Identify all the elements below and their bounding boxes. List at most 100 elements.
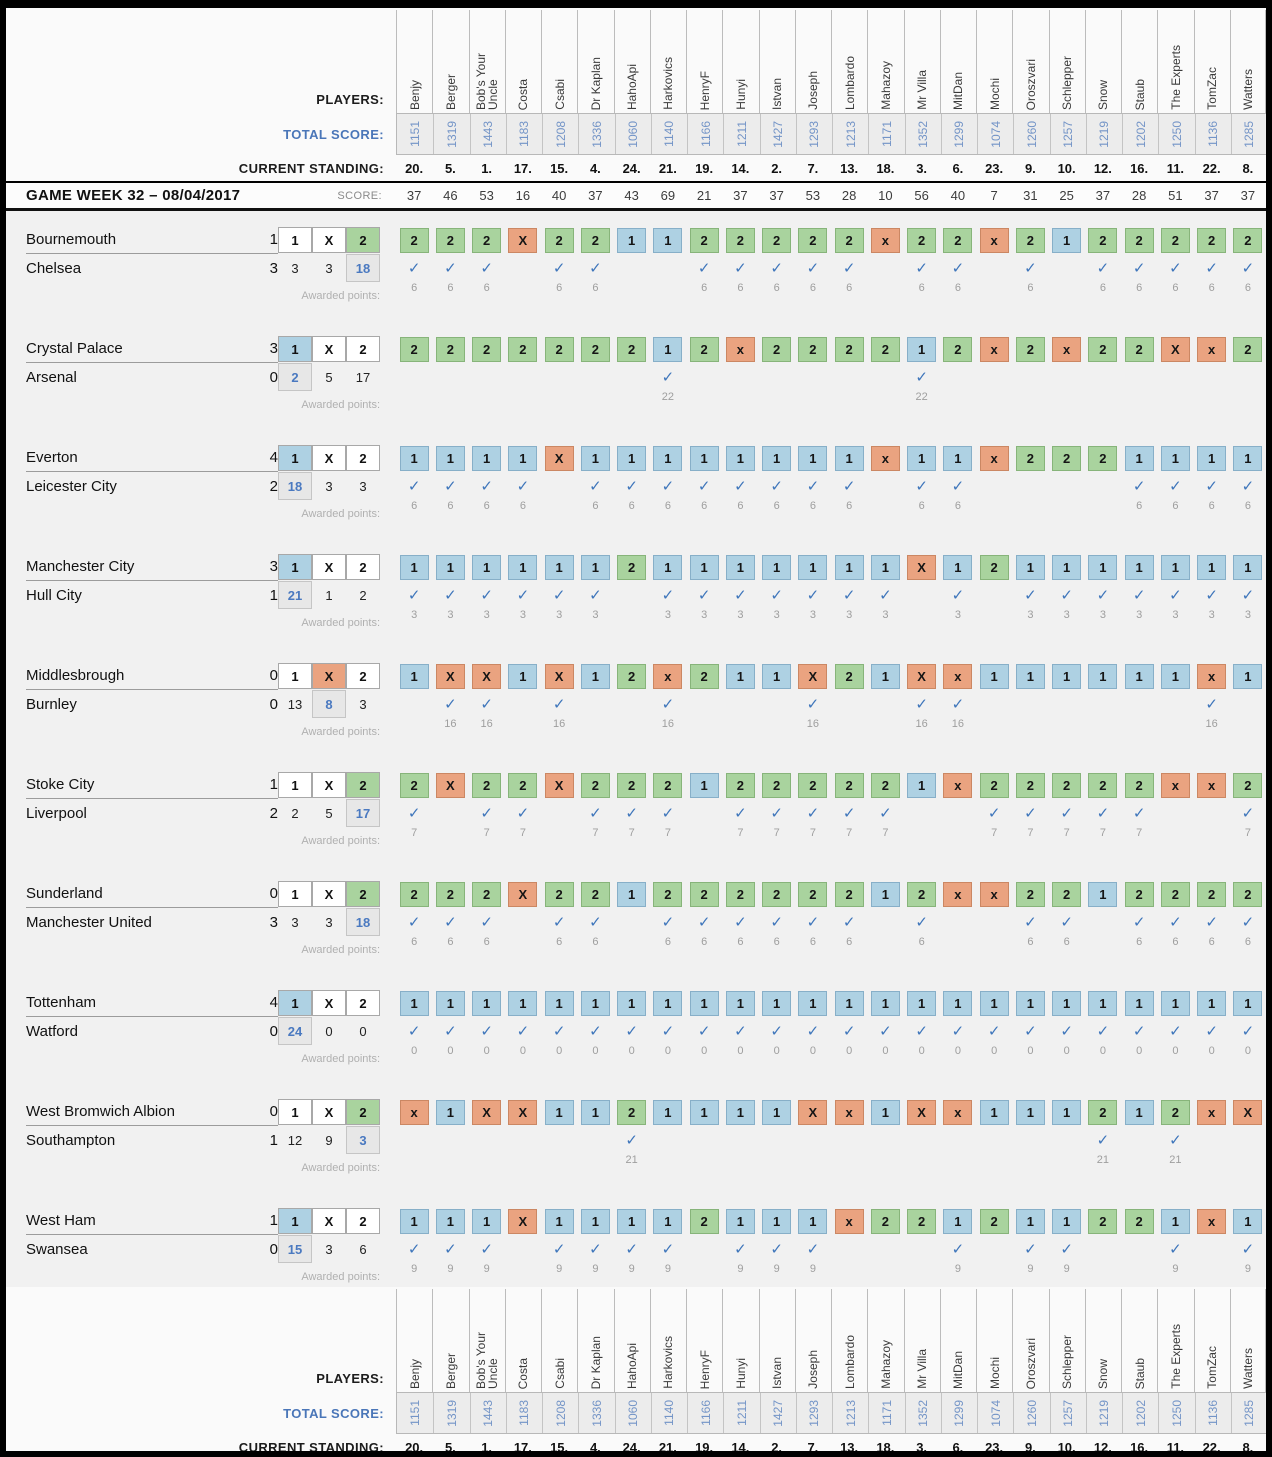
check-icon: ✓	[1096, 260, 1110, 277]
pick-cell: 2	[834, 881, 864, 907]
pick-column: 2	[1194, 881, 1230, 907]
outcome-header-cell: 1	[278, 445, 312, 471]
pick-column: 1	[432, 990, 468, 1016]
check-icon: ✓	[661, 1023, 675, 1040]
player-total-column: 1293	[795, 1393, 832, 1433]
pick-column: 2	[976, 772, 1012, 798]
pick-column: 2	[795, 772, 831, 798]
check-column: ✓	[650, 1240, 686, 1258]
check-icon: ✓	[552, 696, 566, 713]
pick-column: 1	[1085, 990, 1121, 1016]
check-icon: ✓	[516, 478, 530, 495]
check-icon: ✓	[770, 805, 783, 822]
pick-cell: X	[1160, 336, 1190, 362]
awarded-points-value: 9	[809, 1263, 816, 1275]
outcome-count: 18	[346, 254, 380, 282]
pick-column: 1	[1012, 1099, 1048, 1125]
players-row: PLAYERS: Benjy Berger Bob's Your Uncle Costa…	[6, 8, 1266, 113]
total-score-label-cell: TOTAL SCORE:	[6, 113, 396, 155]
outcome-header-cell: 1	[278, 772, 312, 798]
points-column: 3	[722, 609, 758, 621]
player-standing-column: 3.	[904, 155, 940, 181]
check-column: ✓	[469, 259, 505, 277]
check-icon: ✓	[661, 587, 675, 604]
check-icon: ✓	[806, 587, 820, 604]
pick-column: 2	[722, 772, 758, 798]
pick-column: 2	[686, 336, 722, 362]
pick-column: 1	[469, 445, 505, 471]
check-column: ✓	[831, 477, 867, 495]
check-column: ✓	[541, 259, 577, 277]
pick-cell: 2	[617, 336, 647, 362]
player-week-score: 40	[551, 188, 567, 203]
awarded-points-value: 6	[846, 936, 853, 948]
player-total-column: 1202	[1122, 1393, 1158, 1433]
player-name-column: The Experts	[1157, 10, 1193, 113]
home-team-name: Manchester City	[26, 558, 135, 575]
pick-cell: 1	[1052, 554, 1082, 580]
away-team-score: 0	[269, 695, 278, 713]
points-column: 3	[1194, 609, 1230, 621]
check-icon: ✓	[1060, 914, 1073, 931]
match-block: Sunderland 0 1 X 2 2 2 2 X 2 2 1 2 2 2 2 2 2 1 2 x x 2 2 1 2 2 2 2 Ma…	[6, 865, 1266, 974]
points-column: 6	[940, 500, 976, 512]
pick-cell: x	[943, 663, 973, 689]
match-row-points: Awarded points: 6 6 6 6 6 6 6 6 6 6 6 6 6 6 6 6 6 6	[6, 282, 1266, 306]
player-week-score-column: 40	[940, 188, 976, 203]
home-team: Everton 4	[6, 444, 278, 472]
awarded-points-value: 6	[411, 500, 418, 512]
awarded-points-value: 6	[846, 500, 853, 512]
pick-cell: 1	[1160, 1208, 1190, 1234]
player-standing-column: 20.	[396, 155, 432, 181]
points-column: 6	[831, 500, 867, 512]
check-icon: ✓	[842, 805, 856, 822]
player-standing: 23.	[985, 1439, 1004, 1455]
awarded-points-value: 6	[737, 282, 744, 294]
points-column: 6	[795, 282, 831, 294]
player-standing: 11.	[1166, 160, 1185, 176]
check-icon: ✓	[1241, 1023, 1255, 1040]
awarded-points-value: 9	[592, 1263, 599, 1275]
awarded-points-value: 16	[553, 718, 566, 730]
pick-cell: x	[653, 663, 683, 689]
check-icon: ✓	[915, 260, 928, 277]
awarded-points-value: 16	[1205, 718, 1218, 730]
check-icon: ✓	[1024, 260, 1037, 277]
pick-cell: 1	[653, 1099, 683, 1125]
check-icon: ✓	[407, 260, 421, 277]
player-standing: 12.	[1093, 1439, 1112, 1455]
pick-column: x	[831, 1099, 867, 1125]
check-icon: ✓	[480, 1241, 493, 1258]
pick-column: 1	[577, 554, 613, 580]
pick-cell: x	[1197, 336, 1227, 362]
points-column: 7	[867, 827, 903, 839]
match-row-checks: Burnley 0 13 8 3 ✓ ✓ ✓ ✓ ✓ ✓ ✓ ✓	[6, 690, 1266, 718]
pick-column: 2	[831, 336, 867, 362]
player-total-column: 1219	[1085, 1393, 1122, 1433]
awarded-points-value: 6	[1208, 936, 1215, 948]
check-column: ✓	[795, 477, 831, 495]
pick-cell: 2	[725, 881, 755, 907]
player-name: Snow	[1096, 1358, 1111, 1389]
pick-column: 1	[867, 881, 903, 907]
check-column: ✓	[831, 804, 867, 822]
pick-cell: 2	[399, 772, 429, 798]
check-icon: ✓	[842, 914, 856, 931]
pick-cell: 1	[907, 445, 937, 471]
current-standing-row: CURRENT STANDING: 20. 5. 1. 17. 15. 4. 24. 21. 19…	[6, 155, 1266, 181]
awarded-points-label: Awarded points:	[301, 943, 380, 956]
pick-cell: 2	[1088, 1208, 1118, 1234]
pick-column: 1	[577, 1208, 613, 1234]
pick-cell: x	[1052, 336, 1082, 362]
awarded-points-value: 3	[483, 609, 490, 621]
pick-column: 1	[650, 445, 686, 471]
player-total-column: 1074	[977, 1393, 1013, 1433]
away-team-score: 3	[269, 913, 278, 931]
pick-column: 1	[759, 663, 795, 689]
home-team-name: West Bromwich Albion	[26, 1103, 175, 1120]
awarded-points-value: 6	[737, 500, 744, 512]
pick-column: 1	[396, 445, 432, 471]
awarded-points-value: 6	[592, 500, 599, 512]
